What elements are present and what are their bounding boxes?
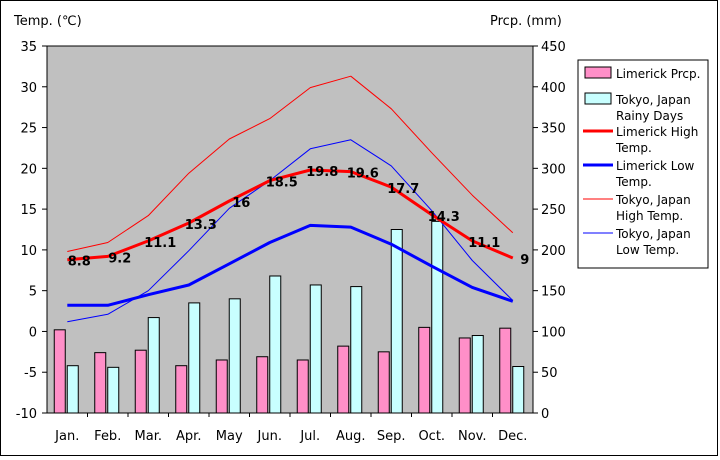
bar-tokyo-rainy-days-8	[390, 229, 403, 414]
x-tick-label-8: Sep.	[377, 429, 406, 444]
data-labels-layer: 8.8 9.2 11.1 13.3 16 18.5 19.8 19.6 17.7 14.3 11.1…	[68, 165, 530, 270]
right-tick-label-9: 450	[541, 40, 566, 55]
axes-layer: -10-505101520253035050100150200250300350…	[16, 40, 566, 444]
data-label-limerick-high-2: 11.1	[144, 236, 176, 251]
left-tick-label-4: 10	[20, 244, 37, 259]
x-tick-label-5: Jun.	[257, 429, 282, 444]
bar-tokyo-rainy-days-4	[228, 298, 241, 414]
x-tick-label-10: Nov.	[458, 429, 487, 444]
limerick-low-line	[67, 223, 514, 307]
bar-limerick-prcp-8	[377, 351, 390, 414]
bar-limerick-prcp-2	[134, 349, 147, 414]
data-label-limerick-high-5: 18.5	[266, 176, 298, 191]
left-tick-label-7: 25	[20, 122, 37, 137]
bar-limerick-prcp-7	[337, 345, 350, 414]
data-label-limerick-high-9: 14.3	[428, 210, 460, 225]
x-tick-label-4: May	[216, 429, 243, 444]
bar-limerick-prcp-0	[53, 329, 66, 414]
bar-limerick-prcp-1	[94, 352, 107, 414]
right-tick-label-0: 0	[541, 407, 549, 422]
right-tick-label-2: 100	[541, 325, 566, 340]
left-tick-label-1: -5	[24, 366, 37, 381]
bars-layer	[53, 220, 525, 414]
bar-tokyo-rainy-days-3	[188, 302, 201, 414]
legend-label-limerick-low-line2: Temp.	[615, 175, 652, 189]
legend-swatch-tokyo-rainy-days	[584, 92, 612, 105]
data-label-limerick-high-4: 16	[232, 196, 250, 211]
tokyo-high-line	[67, 75, 514, 252]
bar-limerick-prcp-6	[296, 359, 309, 414]
legend-label-tokyo-rainy-days: Tokyo, Japan	[615, 93, 691, 107]
data-label-limerick-high-7: 19.6	[347, 167, 379, 182]
legend-label-limerick-prcp: Limerick Prcp.	[616, 67, 700, 81]
bar-limerick-prcp-4	[215, 359, 228, 414]
bar-tokyo-rainy-days-10	[471, 335, 484, 414]
left-tick-label-8: 30	[20, 81, 37, 96]
legend-label-limerick-high: Limerick High	[616, 125, 698, 139]
lines-layer	[67, 75, 514, 323]
data-label-limerick-high-11: 9	[520, 253, 529, 268]
bar-tokyo-rainy-days-7	[350, 286, 363, 414]
x-tick-label-6: Jul.	[299, 429, 320, 444]
legend: Limerick Prcp. Tokyo, Japan Rainy Days Lime…	[577, 59, 709, 269]
bar-limerick-prcp-10	[458, 337, 471, 414]
right-tick-label-7: 350	[541, 122, 566, 137]
bar-limerick-prcp-11	[499, 327, 512, 414]
bar-tokyo-rainy-days-6	[309, 284, 322, 414]
legend-label-tokyo-high-line2: High Temp.	[616, 209, 683, 223]
data-label-limerick-high-10: 11.1	[468, 236, 500, 251]
left-tick-label-2: 0	[29, 325, 37, 340]
bar-limerick-prcp-3	[175, 365, 188, 414]
right-tick-label-6: 300	[541, 162, 566, 177]
right-tick-label-1: 50	[541, 366, 558, 381]
x-tick-label-11: Dec.	[498, 429, 527, 444]
x-tick-label-1: Feb.	[94, 429, 121, 444]
bar-tokyo-rainy-days-0	[66, 365, 79, 414]
right-tick-label-4: 200	[541, 244, 566, 259]
data-label-limerick-high-8: 17.7	[387, 182, 419, 197]
bar-tokyo-rainy-days-9	[431, 220, 444, 414]
legend-label-tokyo-high: Tokyo, Japan	[615, 193, 691, 207]
x-tick-label-3: Apr.	[176, 429, 201, 444]
legend-label-tokyo-low-line2: Low Temp.	[616, 243, 679, 257]
x-tick-label-0: Jan.	[54, 429, 79, 444]
data-label-limerick-high-1: 9.2	[108, 251, 131, 266]
bar-tokyo-rainy-days-2	[147, 317, 160, 414]
bar-limerick-prcp-9	[418, 326, 431, 414]
left-tick-label-6: 20	[20, 162, 37, 177]
left-axis-title: Temp. (℃)	[13, 14, 82, 29]
data-label-limerick-high-0: 8.8	[68, 255, 91, 270]
limerick-high-line	[67, 168, 514, 262]
legend-label-limerick-high-line2: Temp.	[615, 141, 652, 155]
left-tick-label-0: -10	[16, 407, 37, 422]
right-tick-label-5: 250	[541, 203, 566, 218]
left-tick-label-9: 35	[20, 40, 37, 55]
legend-label-tokyo-rainy-days-line2: Rainy Days	[616, 109, 683, 123]
right-tick-label-8: 400	[541, 81, 566, 96]
data-label-limerick-high-6: 19.8	[306, 165, 338, 180]
right-tick-label-3: 150	[541, 285, 566, 300]
left-tick-label-3: 5	[29, 285, 37, 300]
legend-swatch-limerick-prcp	[584, 66, 612, 79]
bar-limerick-prcp-5	[256, 356, 269, 414]
bar-tokyo-rainy-days-5	[269, 275, 282, 414]
left-tick-label-5: 15	[20, 203, 37, 218]
x-tick-label-7: Aug.	[336, 429, 366, 444]
bar-tokyo-rainy-days-11	[512, 366, 525, 414]
right-axis-title: Prcp. (mm)	[490, 14, 562, 29]
data-label-limerick-high-3: 13.3	[185, 218, 217, 233]
bar-tokyo-rainy-days-1	[107, 366, 120, 414]
x-tick-label-9: Oct.	[418, 429, 445, 444]
legend-label-limerick-low: Limerick Low	[616, 159, 695, 173]
legend-label-tokyo-low: Tokyo, Japan	[615, 227, 691, 241]
x-tick-label-2: Mar.	[135, 429, 162, 444]
